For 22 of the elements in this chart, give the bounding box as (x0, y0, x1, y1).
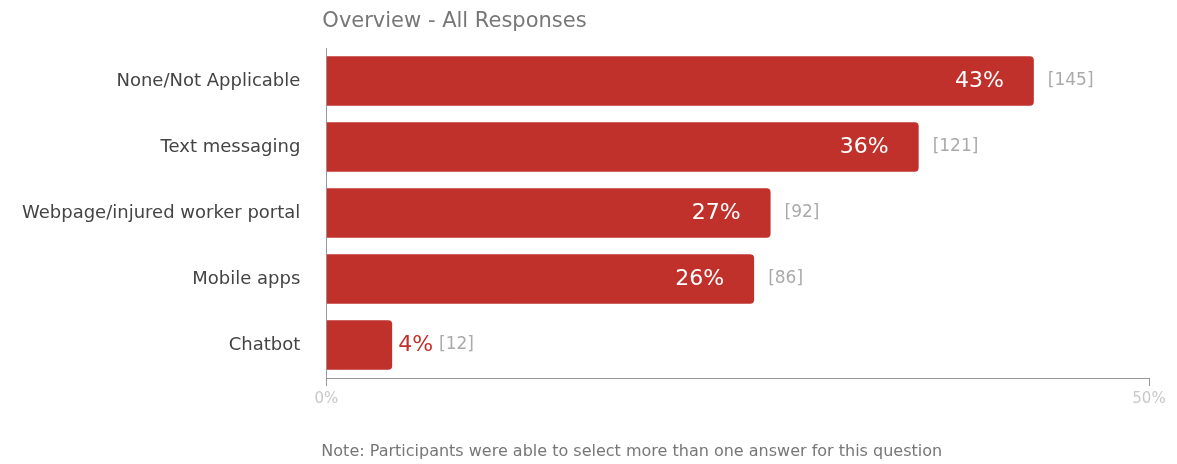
data-label: 4% (398, 330, 434, 356)
annotation: [86] (768, 267, 804, 288)
bar (326, 188, 771, 238)
y-tick-label: None/Not Applicable (116, 68, 301, 90)
data-label: 26% (675, 264, 725, 290)
bar (326, 56, 1034, 106)
y-tick-label: Text messaging (159, 134, 301, 156)
text: Note: Participants were able to select more than one answer for this question (321, 441, 943, 461)
bar (326, 320, 393, 370)
annotation: [12] (439, 333, 474, 354)
annotation: [92] (784, 201, 820, 222)
y-tick-label: Chatbot (228, 332, 301, 354)
chart-title: Overview - All Responses (322, 8, 587, 32)
y-tick-label: Mobile apps (192, 266, 301, 288)
data-label: 27% (691, 198, 741, 224)
annotation: [145] (1047, 69, 1094, 90)
data-label: 43% (954, 66, 1004, 92)
bar (326, 122, 919, 172)
bar (326, 254, 755, 304)
annotation: [121] (932, 135, 979, 156)
data-label: 36% (839, 132, 889, 158)
y-tick-label: Webpage/injured worker portal (21, 200, 301, 222)
